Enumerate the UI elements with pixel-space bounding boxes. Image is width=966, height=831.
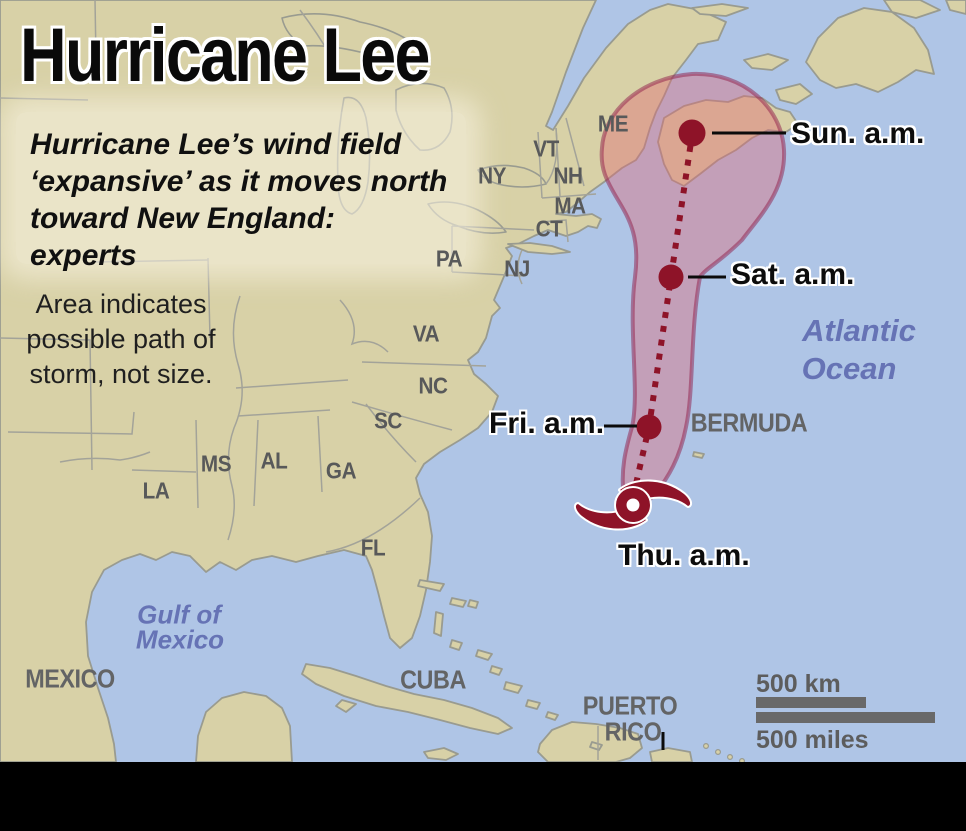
- track-point-sun: [678, 119, 706, 147]
- label-puerto: PUERTO: [582, 690, 678, 721]
- hurricane-icon: [573, 479, 693, 531]
- state-label-ma: MA: [554, 192, 586, 219]
- track-label-fri: Fri. a.m.: [489, 407, 605, 440]
- label-mexico: MEXICO: [25, 663, 115, 694]
- subtitle-line: experts: [30, 239, 137, 272]
- cone-note: Area indicates possible path of storm, n…: [8, 287, 234, 392]
- yucatan: [195, 691, 293, 762]
- bahamas: [417, 579, 603, 751]
- state-label-fl: FL: [360, 534, 386, 561]
- label-cuba: CUBA: [400, 664, 466, 695]
- scale-miles-bar: [756, 712, 935, 723]
- leader-lines: [604, 131, 786, 750]
- state-label-nh: NH: [553, 162, 583, 189]
- label-atlantic: Atlantic: [802, 313, 916, 348]
- label-gulf-mexico: Mexico: [135, 624, 225, 655]
- forecast-cone: [599, 71, 787, 506]
- state-label-nc: NC: [418, 372, 448, 399]
- scale-km-label: 500 km: [756, 670, 841, 698]
- track-label-sat: Sat. a.m.: [731, 258, 855, 291]
- track-point-fri: [636, 414, 662, 440]
- note-line: storm, not size.: [29, 359, 213, 389]
- bermuda-island: [692, 451, 705, 459]
- subtitle-line: toward New England:: [30, 202, 336, 235]
- prince-edward-island: [743, 53, 789, 71]
- state-label-al: AL: [260, 447, 288, 474]
- note-line: Area indicates: [35, 289, 207, 319]
- state-label-va: VA: [412, 320, 440, 347]
- hispaniola: [537, 721, 643, 762]
- subtitle: Hurricane Lee’s wind field ‘expansive’ a…: [30, 126, 447, 274]
- scale-km-bar: [756, 697, 866, 708]
- lesser-antilles: [702, 742, 745, 762]
- track-label-sun: Sun. a.m.: [791, 117, 925, 150]
- state-label-la: LA: [142, 477, 170, 504]
- newfoundland: [805, 7, 935, 93]
- bottom-black-bar: [0, 762, 966, 831]
- state-label-ms: MS: [200, 450, 232, 477]
- state-label-me: ME: [597, 110, 629, 137]
- track-point-sat: [658, 264, 684, 290]
- labrador-corner: [883, 0, 941, 19]
- state-label-nj: NJ: [504, 255, 530, 282]
- note-line: possible path of: [26, 324, 216, 354]
- nova-scotia: [657, 95, 799, 187]
- scale-miles-label: 500 miles: [756, 726, 869, 754]
- label-rico: RICO: [604, 716, 662, 747]
- corner-islet: [945, 0, 966, 15]
- subtitle-line: ‘expansive’ as it moves north: [30, 165, 448, 198]
- label-ocean: Ocean: [801, 351, 897, 386]
- long-island: [507, 242, 571, 255]
- jamaica: [423, 747, 459, 761]
- state-label-sc: SC: [374, 407, 402, 434]
- isla-juventud: [335, 699, 357, 713]
- map-canvas: [0, 0, 966, 762]
- label-gulf-of: Gulf of: [137, 599, 221, 630]
- subtitle-backdrop: [16, 112, 466, 264]
- state-label-ny: NY: [478, 162, 506, 189]
- state-borders: [0, 0, 599, 760]
- page-title: Hurricane Lee: [20, 13, 430, 98]
- state-label-pa: PA: [435, 245, 463, 272]
- state-label-ct: CT: [535, 215, 563, 242]
- state-label-vt: VT: [533, 135, 559, 162]
- track-label-thu: Thu. a.m.: [618, 539, 750, 572]
- lake-superior: [281, 13, 425, 60]
- label-bermuda: BERMUDA: [690, 407, 808, 438]
- cuba-island: [301, 663, 513, 735]
- subtitle-line: Hurricane Lee’s wind field: [30, 128, 402, 161]
- cape-breton: [775, 83, 813, 105]
- state-label-ga: GA: [325, 457, 357, 484]
- anticosti-island: [691, 3, 749, 17]
- puerto-rico-island: [649, 747, 693, 762]
